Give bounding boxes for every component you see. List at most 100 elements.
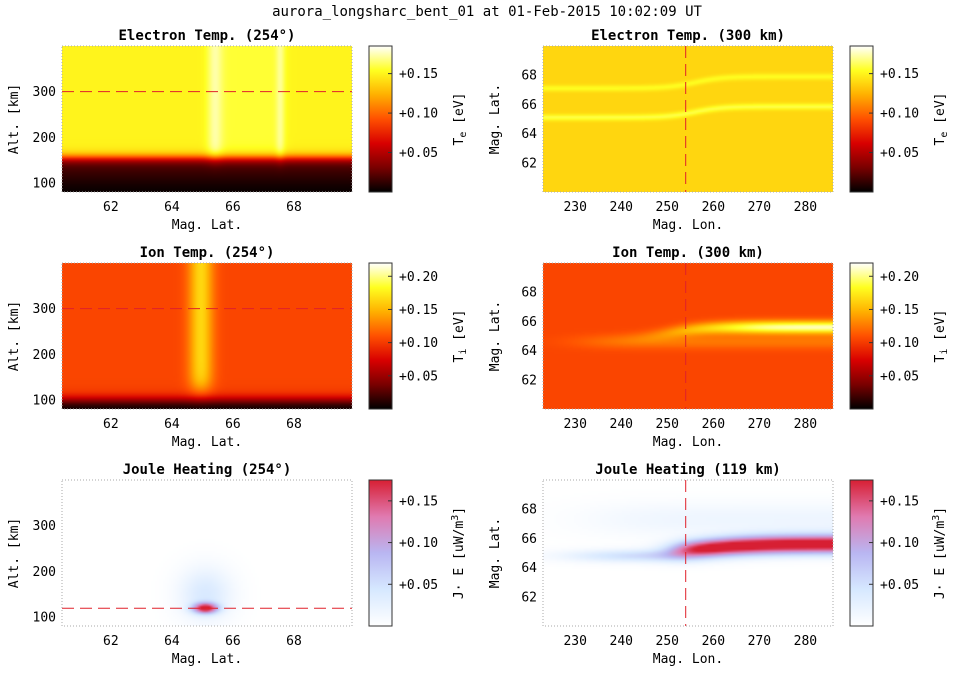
x-tick-label: 64: [164, 417, 180, 432]
colorbar-label: Ti [eV]: [452, 310, 469, 363]
heatmap-image: [62, 263, 352, 409]
colorbar-tick-label: +0.20: [399, 270, 438, 285]
x-axis-label: Mag. Lon.: [653, 435, 723, 450]
y-axis-label: Alt. [km]: [7, 301, 22, 371]
heatmap-image: [543, 480, 833, 626]
plot-frame: [542, 479, 834, 627]
y-tick-label: 68: [521, 503, 537, 518]
x-tick-label: 270: [748, 634, 771, 649]
x-tick-label: 240: [610, 634, 633, 649]
colorbar-tick-label: +0.10: [880, 336, 919, 351]
x-tick-label: 62: [103, 200, 119, 215]
heatmap-image: [543, 46, 833, 192]
plot-frame: [542, 45, 834, 193]
panel-title: Joule Heating (254°): [123, 462, 292, 478]
colorbar: [368, 45, 393, 193]
y-axis-label: Mag. Lat.: [488, 301, 503, 371]
x-axis-label: Mag. Lat.: [172, 652, 242, 667]
plot-frame: [61, 262, 353, 410]
y-tick-label: 100: [33, 176, 56, 191]
panel-p6: Joule Heating (119 km) 230 240 250 260 270 280…: [488, 462, 948, 667]
colorbar: [849, 45, 874, 193]
colorbar-tick-label: +0.05: [880, 369, 919, 384]
x-tick-label: 240: [610, 200, 633, 215]
y-tick-label: 300: [33, 302, 56, 317]
y-tick-label: 64: [521, 127, 537, 142]
colorbar-tick-label: +0.05: [399, 146, 438, 161]
colorbar-tick-label: +0.20: [880, 270, 919, 285]
plot-frame: [542, 262, 834, 410]
x-tick-label: 230: [563, 417, 586, 432]
y-tick-label: 62: [521, 156, 537, 171]
x-tick-label: 68: [286, 417, 302, 432]
x-tick-label: 260: [702, 634, 725, 649]
y-axis-label: Alt. [km]: [7, 84, 22, 154]
panel-p2: Electron Temp. (300 km) 230 240 250 260 270 28…: [488, 28, 950, 233]
colorbar-tick-label: +0.15: [880, 494, 919, 509]
colorbar-tick-label: +0.10: [399, 107, 438, 122]
y-tick-label: 100: [33, 610, 56, 625]
colorbar-label: J· E [uW/m3]: [931, 507, 948, 599]
y-tick-label: 68: [521, 69, 537, 84]
colorbar-tick-label: +0.15: [399, 67, 438, 82]
y-axis-label: Mag. Lat.: [488, 84, 503, 154]
x-tick-label: 64: [164, 200, 180, 215]
panel-title: Electron Temp. (300 km): [591, 28, 785, 44]
x-tick-label: 64: [164, 634, 180, 649]
colorbar-tick-label: +0.10: [399, 336, 438, 351]
x-tick-label: 230: [563, 200, 586, 215]
colorbar-label: J· E [uW/m3]: [450, 507, 467, 599]
x-tick-label: 280: [794, 417, 817, 432]
panel-p4: Ion Temp. (300 km) 230 240 250 260 270 280 62 64…: [488, 245, 950, 450]
y-tick-label: 200: [33, 131, 56, 146]
y-tick-label: 300: [33, 85, 56, 100]
colorbar: [368, 479, 393, 627]
colorbar-tick-label: +0.15: [399, 303, 438, 318]
y-tick-label: 66: [521, 532, 537, 547]
x-tick-label: 280: [794, 634, 817, 649]
x-tick-label: 66: [225, 634, 241, 649]
y-tick-label: 62: [521, 590, 537, 605]
colorbar: [368, 262, 393, 410]
colorbar-tick-label: +0.05: [399, 578, 438, 593]
panel-title: Ion Temp. (300 km): [612, 245, 764, 261]
heatmap-image: [543, 263, 833, 409]
x-tick-label: 62: [103, 417, 119, 432]
y-tick-label: 62: [521, 373, 537, 388]
colorbar-tick-label: +0.15: [880, 303, 919, 318]
colorbar-tick-label: +0.15: [880, 67, 919, 82]
x-tick-label: 260: [702, 200, 725, 215]
colorbar-label: Ti [eV]: [933, 310, 950, 363]
x-axis-label: Mag. Lon.: [653, 218, 723, 233]
x-tick-label: 270: [748, 200, 771, 215]
y-tick-label: 64: [521, 561, 537, 576]
x-axis-label: Mag. Lat.: [172, 218, 242, 233]
colorbar-tick-label: +0.15: [399, 494, 438, 509]
panel-p3: Ion Temp. (254°) 62 64 66 68 100 200 300 Mag. La…: [7, 245, 469, 450]
y-tick-label: 200: [33, 565, 56, 580]
panel-p1: Electron Temp. (254°) 62 64 66 68 100 200 300 Ma…: [7, 28, 469, 233]
colorbar-label: Te [eV]: [933, 93, 950, 146]
x-tick-label: 62: [103, 634, 119, 649]
y-tick-label: 200: [33, 348, 56, 363]
x-tick-label: 260: [702, 417, 725, 432]
colorbar-tick-label: +0.05: [399, 369, 438, 384]
x-tick-label: 230: [563, 634, 586, 649]
colorbar: [849, 479, 874, 627]
colorbar-tick-label: +0.05: [880, 578, 919, 593]
x-tick-label: 250: [656, 200, 679, 215]
colorbar: [849, 262, 874, 410]
panel-p5: Joule Heating (254°) 62 64 66 68 100 200 300 Mag…: [7, 462, 467, 667]
x-tick-label: 68: [286, 200, 302, 215]
panel-title: Electron Temp. (254°): [118, 28, 295, 44]
colorbar-tick-label: +0.10: [880, 536, 919, 551]
colorbar-tick-label: +0.10: [399, 536, 438, 551]
x-tick-label: 66: [225, 417, 241, 432]
x-axis-label: Mag. Lon.: [653, 652, 723, 667]
panel-title: Joule Heating (119 km): [595, 462, 780, 478]
plot-frame: [61, 45, 353, 193]
colorbar-tick-label: +0.10: [880, 107, 919, 122]
y-tick-label: 64: [521, 344, 537, 359]
heatmap-image: [62, 480, 352, 626]
colorbar-tick-label: +0.05: [880, 146, 919, 161]
